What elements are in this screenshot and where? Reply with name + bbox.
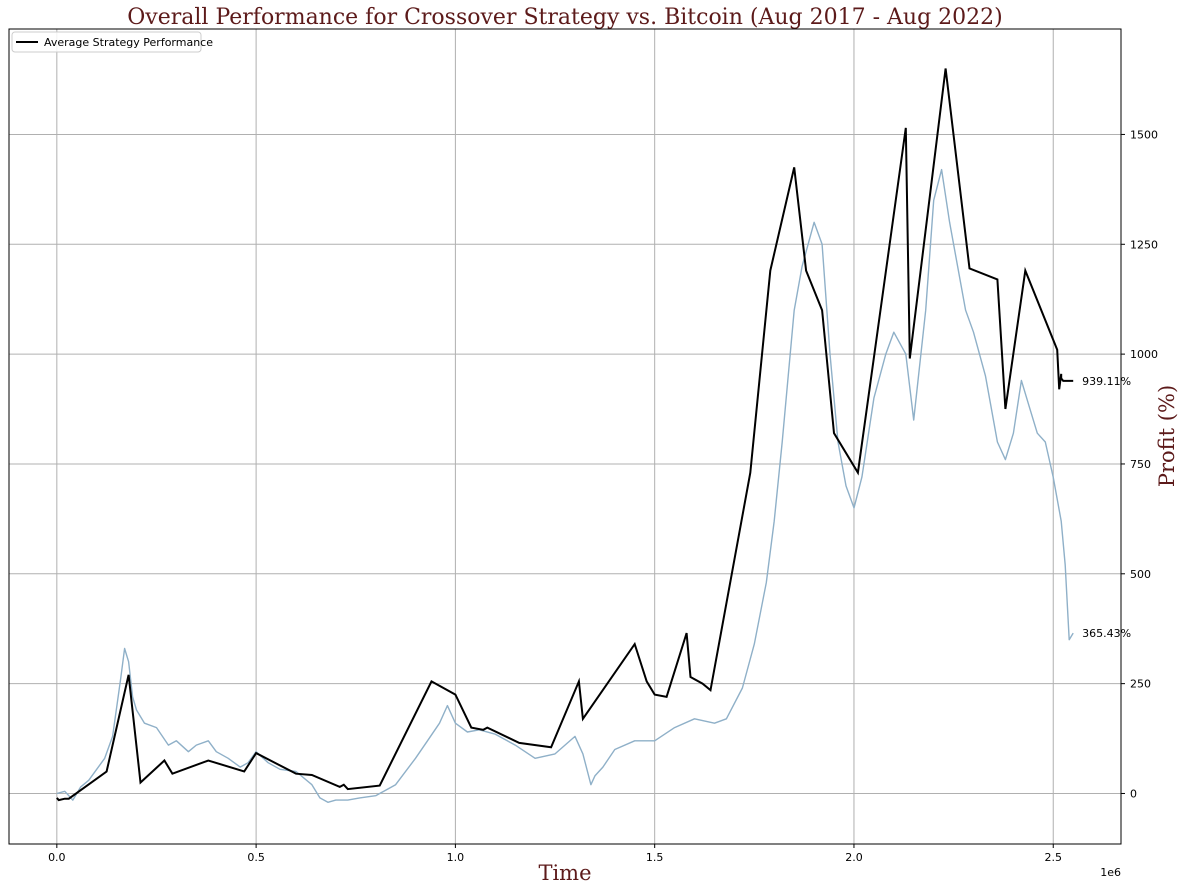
end-value-label: 365.43% xyxy=(1082,627,1131,640)
y-tick-label: 1500 xyxy=(1130,128,1158,141)
y-tick-label: 1000 xyxy=(1130,348,1158,361)
y-axis-ticks: 0 250 500 750 1000 1250 1500 xyxy=(1121,128,1158,800)
x-axis-label: Time xyxy=(538,861,591,885)
chart-title: Overall Performance for Crossover Strate… xyxy=(127,5,1002,30)
x-axis-offset-label: 1e6 xyxy=(1100,866,1121,879)
y-tick-label: 0 xyxy=(1130,787,1137,800)
x-tick-label: 2.0 xyxy=(845,851,863,864)
x-tick-label: 1.5 xyxy=(646,851,664,864)
x-axis-ticks: 0.0 0.5 1.0 1.5 2.0 2.5 xyxy=(48,844,1062,864)
plot-frame xyxy=(8,28,1122,845)
y-axis-label: Profit (%) xyxy=(1155,385,1179,487)
strategy-line xyxy=(56,68,1074,802)
legend: Average Strategy Performance xyxy=(11,31,213,53)
y-tick-label: 750 xyxy=(1130,458,1151,471)
strategy-series xyxy=(56,68,1074,802)
legend-box xyxy=(11,31,202,53)
end-value-annotations: 939.11% 365.43% xyxy=(1082,375,1131,640)
x-tick-label: 2.5 xyxy=(1044,851,1062,864)
x-tick-label: 0.5 xyxy=(247,851,265,864)
bitcoin-series xyxy=(56,168,1074,803)
grid-lines xyxy=(9,29,1121,844)
end-value-label: 939.11% xyxy=(1082,375,1131,388)
y-tick-label: 1250 xyxy=(1130,238,1158,251)
legend-label-strategy: Average Strategy Performance xyxy=(44,36,213,49)
x-tick-label: 1.0 xyxy=(447,851,465,864)
y-tick-label: 500 xyxy=(1130,568,1151,581)
bitcoin-line xyxy=(56,168,1074,803)
y-tick-label: 250 xyxy=(1130,678,1151,691)
x-tick-label: 0.0 xyxy=(48,851,66,864)
